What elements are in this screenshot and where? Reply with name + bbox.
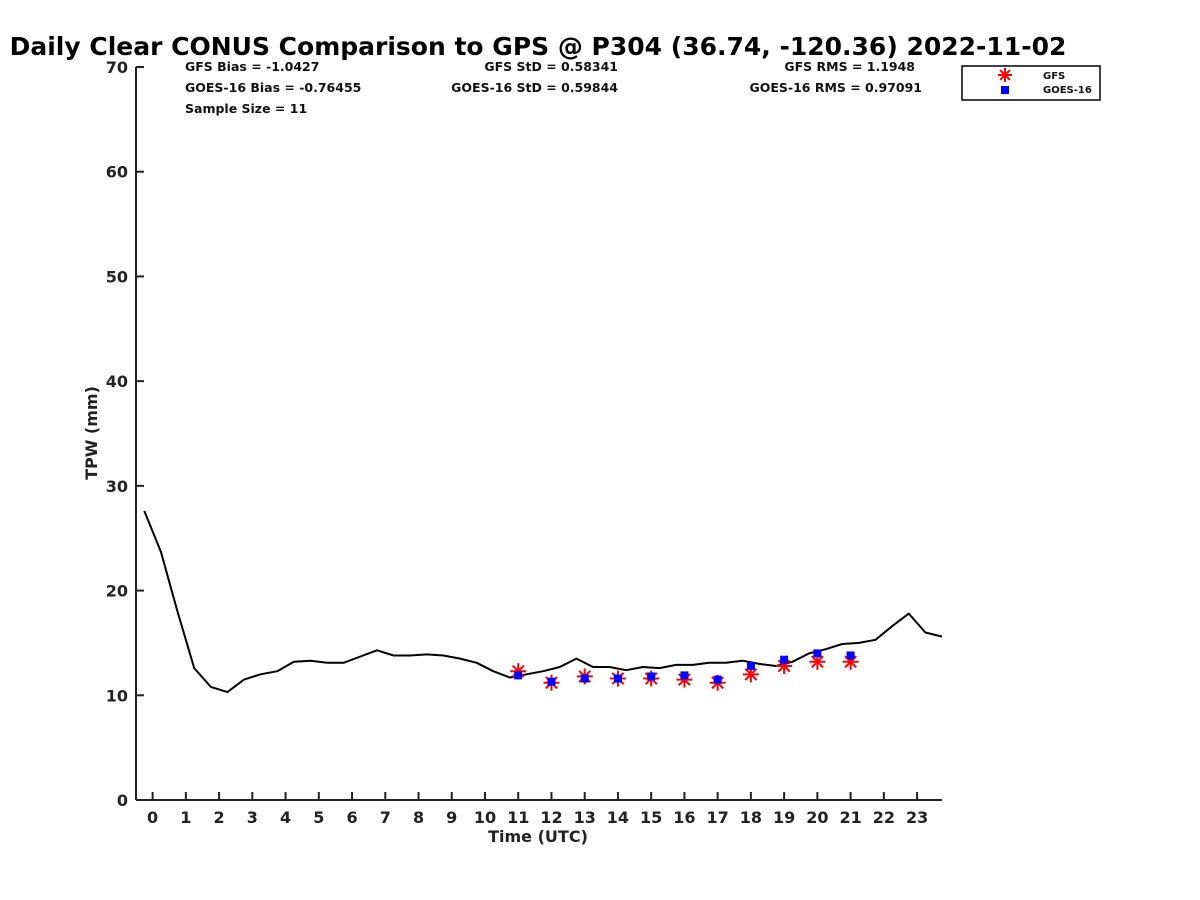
goes-point	[613, 674, 622, 683]
x-tick-label: 15	[640, 808, 662, 827]
x-tick-label: 4	[280, 808, 291, 827]
gps-line	[143, 510, 943, 694]
goes-point	[846, 651, 855, 660]
x-tick-label: 3	[247, 808, 258, 827]
goes-point	[713, 675, 722, 684]
x-tick-label: 19	[773, 808, 795, 827]
y-axis-label: TPW (mm)	[82, 386, 101, 480]
chart-title: Daily Clear CONUS Comparison to GPS @ P3…	[10, 32, 1067, 61]
goes-point	[514, 671, 523, 680]
legend-goes-label: GOES-16	[1043, 85, 1092, 96]
series-layer	[143, 510, 943, 694]
x-tick-label: 21	[839, 808, 861, 827]
y-tick-label: 20	[106, 582, 128, 601]
legend-gfs-label: GFS	[1043, 71, 1065, 82]
stats-block: GFS Bias = -1.0427 GOES-16 Bias = -0.764…	[185, 59, 922, 116]
goes-point	[647, 672, 656, 681]
x-tick-label: 22	[873, 808, 895, 827]
x-tick-label: 17	[707, 808, 729, 827]
stat-gfs-bias: GFS Bias = -1.0427	[185, 59, 319, 74]
x-tick-label: 12	[540, 808, 562, 827]
x-tick-label: 11	[507, 808, 529, 827]
goes-point	[580, 674, 589, 683]
stat-goes-std: GOES-16 StD = 0.59844	[451, 80, 618, 95]
stat-gfs-std: GFS StD = 0.58341	[484, 59, 618, 74]
x-tick-label: 2	[214, 808, 225, 827]
x-tick-label: 7	[380, 808, 391, 827]
x-tick-label: 14	[607, 808, 629, 827]
goes-point	[813, 649, 822, 658]
y-tick-label: 30	[106, 477, 128, 496]
y-tick-label: 40	[106, 372, 128, 391]
goes-point	[780, 655, 789, 664]
stat-goes-rms: GOES-16 RMS = 0.97091	[749, 80, 922, 95]
x-tick-label: 0	[147, 808, 158, 827]
y-tick-label: 50	[106, 267, 128, 286]
goes-point	[547, 677, 556, 686]
goes-point	[680, 671, 689, 680]
x-tick-label: 20	[806, 808, 828, 827]
y-tick-label: 70	[106, 58, 128, 77]
x-tick-label: 10	[474, 808, 496, 827]
x-tick-label: 18	[740, 808, 762, 827]
y-tick-label: 0	[117, 791, 128, 810]
x-axis-label: Time (UTC)	[488, 827, 588, 846]
x-tick-label: 8	[413, 808, 424, 827]
x-tick-label: 9	[446, 808, 457, 827]
stat-goes-bias: GOES-16 Bias = -0.76455	[185, 80, 361, 95]
x-tick-label: 13	[574, 808, 596, 827]
legend-gfs-marker	[998, 68, 1012, 82]
x-tick-label: 16	[673, 808, 695, 827]
stat-gfs-rms: GFS RMS = 1.1948	[784, 59, 915, 74]
x-tick-label: 1	[180, 808, 191, 827]
legend-goes-marker	[1001, 86, 1009, 94]
x-tick-label: 23	[906, 808, 928, 827]
stat-sample-size: Sample Size = 11	[185, 101, 307, 116]
x-tick-label: 5	[313, 808, 324, 827]
x-tick-label: 6	[346, 808, 357, 827]
y-tick-label: 60	[106, 163, 128, 182]
y-tick-label: 10	[106, 686, 128, 705]
legend-gfs-asterisk	[998, 68, 1012, 82]
goes-point	[746, 661, 755, 670]
legend: GFS GOES-16	[961, 65, 1101, 101]
legend-box	[961, 65, 1101, 101]
